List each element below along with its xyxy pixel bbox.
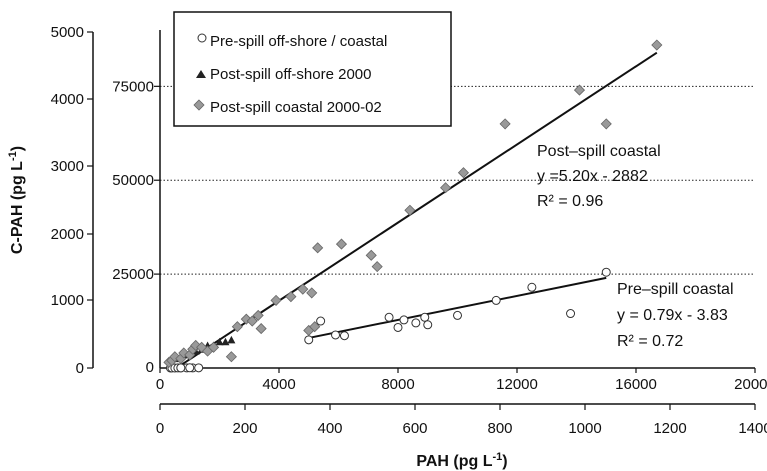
point-circle-17: [411, 318, 421, 328]
annotation-post-spill-line-3: R² = 0.96: [537, 193, 603, 210]
point-diamond-27: [404, 204, 416, 216]
point-diamond-11: [225, 351, 237, 363]
legend-marker-circle: [197, 33, 207, 43]
point-diamond-24: [335, 238, 348, 250]
left-tick-label-5000: 5000: [51, 24, 84, 41]
left-tick-label-3000: 3000: [51, 158, 84, 175]
point-circle-18: [420, 312, 430, 322]
point-diamond-16: [255, 323, 267, 335]
point-circle-11: [316, 316, 326, 326]
bottom-x-tick-label-800: 800: [487, 420, 512, 437]
annotation-post-spill-line-2: y =5.20x - 2882: [537, 168, 648, 185]
point-circle-22: [527, 282, 537, 292]
legend-label-post-coastal: Post-spill coastal 2000-02: [210, 99, 382, 116]
point-diamond-22: [312, 242, 324, 254]
annotation-pre-spill-line-2: y = 0.79x - 3.83: [617, 307, 728, 324]
bottom-x-tick-label-1200: 1200: [653, 420, 686, 437]
legend-label-pre-spill: Pre-spill off-shore / coastal: [210, 33, 387, 50]
point-diamond-29: [457, 167, 470, 179]
point-diamond-31: [573, 84, 586, 96]
point-triangle-8: [221, 337, 230, 346]
left-tick-label-4000: 4000: [51, 91, 84, 108]
point-circle-7: [194, 363, 204, 373]
point-triangle-7: [215, 337, 224, 346]
point-diamond-12: [231, 321, 243, 333]
point-circle-15: [393, 322, 403, 332]
point-circle-8: [176, 363, 186, 373]
legend-marker-triangle: [196, 70, 206, 78]
point-circle-23: [566, 309, 576, 319]
point-circle-10: [304, 335, 314, 345]
legend-box: [173, 11, 452, 127]
point-diamond-33: [651, 39, 663, 51]
point-circle-16: [399, 315, 409, 325]
point-diamond-19: [297, 283, 309, 295]
bottom-x-ticks: 0 200 400 600 800 1000 1200 1400: [156, 404, 767, 437]
point-diamond-25: [365, 249, 377, 261]
top-x-tick-label-16000: 16000: [615, 376, 657, 393]
point-diamond-23: [309, 321, 321, 333]
annotation-pre-spill-line-3: R² = 0.72: [617, 333, 683, 350]
point-diamond-21: [306, 287, 318, 299]
point-diamond-30: [499, 118, 511, 130]
point-diamond-14: [246, 315, 258, 327]
point-diamond-18: [285, 291, 297, 303]
inner-tick-label-75000: 75000: [112, 78, 154, 95]
legend-marker-diamond: [193, 99, 205, 111]
left-tick-label-2000: 2000: [51, 226, 84, 243]
point-circle-19: [423, 320, 433, 330]
left-tick-label-1000: 1000: [51, 292, 84, 309]
point-circle-20: [453, 310, 462, 320]
point-diamond-26: [371, 261, 383, 273]
point-circle-9: [185, 363, 195, 373]
bottom-x-tick-label-1400: 1400: [738, 420, 767, 437]
point-circle-24: [601, 267, 611, 277]
fit-line-pre-spill: [308, 276, 607, 339]
bottom-x-tick-label-200: 200: [232, 420, 257, 437]
annotation-post-spill: Post–spill coastal y =5.20x - 2882 R² = …: [537, 143, 661, 210]
top-x-tick-label-4000: 4000: [262, 376, 295, 393]
left-y-ticks: 0 1000 2000 3000 4000 5000: [51, 24, 93, 377]
y-axis-title: C-PAH (pg L-1): [7, 146, 26, 254]
inner-y-ticks: 25000 50000 75000 0: [112, 78, 160, 376]
annotation-pre-spill-line-1: Pre–spill coastal: [617, 281, 734, 298]
x-axis-title: PAH (pg L-1): [416, 451, 507, 470]
legend: Pre-spill off-shore / coastal Post-spill…: [173, 11, 452, 127]
point-diamond-32: [600, 118, 612, 130]
point-diamond-15: [252, 309, 264, 321]
inner-tick-label-25000: 25000: [112, 266, 154, 283]
point-diamond-10: [207, 341, 220, 353]
inner-tick-label-50000: 50000: [112, 172, 154, 189]
top-x-tick-label-12000: 12000: [496, 376, 538, 393]
point-circle-13: [339, 331, 349, 341]
point-circle-21: [491, 295, 501, 305]
left-tick-label-0: 0: [76, 360, 84, 377]
annotation-post-spill-line-1: Post–spill coastal: [537, 143, 661, 160]
bottom-x-tick-label-1000: 1000: [568, 420, 601, 437]
data-points: [163, 39, 663, 373]
bottom-x-tick-label-600: 600: [402, 420, 427, 437]
bottom-x-tick-label-400: 400: [317, 420, 342, 437]
annotation-pre-spill: Pre–spill coastal y = 0.79x - 3.83 R² = …: [617, 281, 734, 350]
top-x-tick-label-0: 0: [156, 376, 164, 393]
point-diamond-17: [270, 294, 282, 306]
point-circle-14: [384, 312, 394, 322]
point-triangle-9: [227, 335, 236, 344]
point-circle-12: [331, 330, 341, 340]
top-x-tick-label-8000: 8000: [381, 376, 414, 393]
inner-tick-label-0: 0: [146, 359, 154, 376]
legend-label-post-offshore: Post-spill off-shore 2000: [210, 66, 371, 83]
bottom-x-tick-label-0: 0: [156, 420, 164, 437]
point-diamond-28: [440, 182, 452, 194]
